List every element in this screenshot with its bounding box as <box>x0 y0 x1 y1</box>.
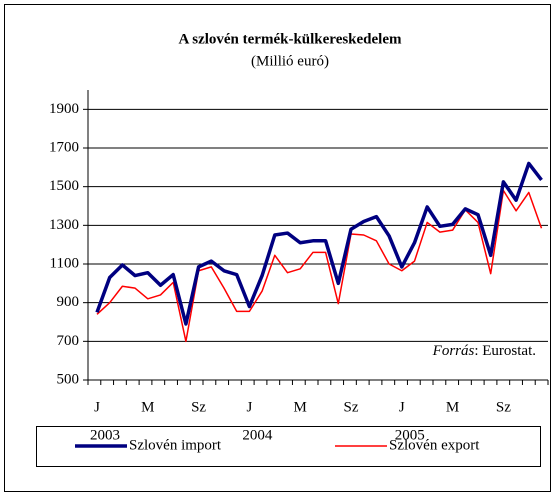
year-label: 2003 <box>90 427 120 443</box>
y-tick-label: 1100 <box>50 255 79 271</box>
chart-frame <box>4 4 551 492</box>
x-tick-label: J <box>94 399 100 415</box>
x-tick-label: J <box>246 399 252 415</box>
y-tick-label: 1500 <box>49 178 79 194</box>
x-tick-label: M <box>294 399 307 415</box>
chart-subtitle: (Millió euró) <box>251 53 329 69</box>
year-label: 2004 <box>242 427 273 443</box>
y-tick-label: 1700 <box>49 139 79 155</box>
source-note: Forrás: Eurostat. <box>432 343 536 359</box>
x-tick-label: Sz <box>191 399 206 415</box>
x-tick-label: J <box>399 399 405 415</box>
chart-title: A szlovén termék-külkereskedelem <box>178 31 402 47</box>
y-tick-label: 700 <box>57 333 80 349</box>
legend-label: Szlovén import <box>129 437 222 453</box>
x-tick-label: M <box>446 399 459 415</box>
y-tick-label: 1300 <box>49 217 79 233</box>
x-tick-label: Sz <box>496 399 511 415</box>
y-tick-label: 500 <box>57 371 80 387</box>
x-tick-label: Sz <box>344 399 359 415</box>
x-tick-label: M <box>141 399 154 415</box>
y-tick-label: 900 <box>57 294 80 310</box>
series-line <box>96 189 543 343</box>
source-text: : Eurostat. <box>474 343 536 359</box>
y-tick-label: 1900 <box>49 101 79 117</box>
series-line <box>95 161 543 326</box>
year-label: 2005 <box>395 427 425 443</box>
source-label: Forrás <box>432 343 475 359</box>
legend-label: Szlovén export <box>389 437 480 453</box>
